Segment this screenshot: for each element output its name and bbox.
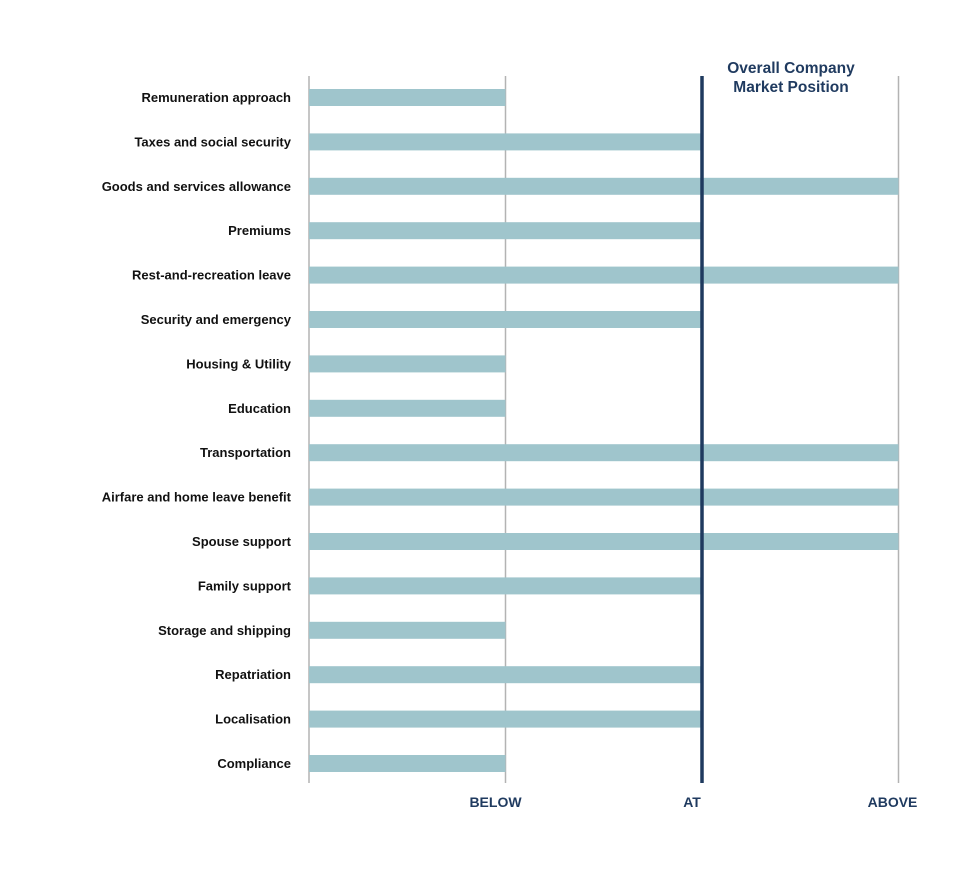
category-label: Family support [198, 578, 292, 593]
category-label: Spouse support [192, 534, 292, 549]
company-position-marker: Overall Company Market Position [700, 60, 855, 783]
category-labels: Remuneration approach Taxes and social se… [102, 90, 292, 771]
bar [309, 177, 899, 195]
bar [309, 311, 702, 328]
category-label: Transportation [200, 445, 291, 460]
bar [309, 133, 702, 151]
marker-label-line2: Market Position [733, 79, 848, 96]
bar [309, 533, 899, 550]
bar [309, 710, 702, 728]
x-axis-ticks: BELOW AT ABOVE [469, 794, 917, 810]
category-label: Localisation [215, 712, 291, 727]
category-label: Education [228, 401, 291, 416]
category-label: Housing & Utility [186, 356, 291, 371]
category-label: Rest-and-recreation leave [132, 268, 291, 283]
category-label: Premiums [228, 223, 291, 238]
bar [309, 399, 506, 417]
bar [309, 666, 702, 684]
x-tick-label: ABOVE [868, 794, 918, 810]
bar [309, 355, 506, 373]
bar [309, 89, 506, 106]
category-label: Taxes and social security [134, 134, 291, 149]
bar [309, 577, 702, 595]
category-label: Remuneration approach [141, 90, 291, 105]
category-label: Airfare and home leave benefit [102, 490, 292, 505]
category-label: Security and emergency [141, 312, 292, 327]
marker-label-line1: Overall Company [727, 60, 855, 77]
bar [309, 488, 899, 506]
x-tick-label: AT [683, 794, 701, 810]
bar [309, 755, 506, 772]
x-tick-label: BELOW [469, 794, 522, 810]
bar [309, 222, 702, 240]
category-label: Storage and shipping [158, 623, 291, 638]
bars [309, 89, 899, 772]
category-label: Compliance [217, 756, 291, 771]
bar [309, 621, 506, 639]
bar [309, 266, 899, 284]
bar [309, 444, 899, 462]
category-label: Goods and services allowance [102, 179, 291, 194]
category-label: Repatriation [215, 667, 291, 682]
